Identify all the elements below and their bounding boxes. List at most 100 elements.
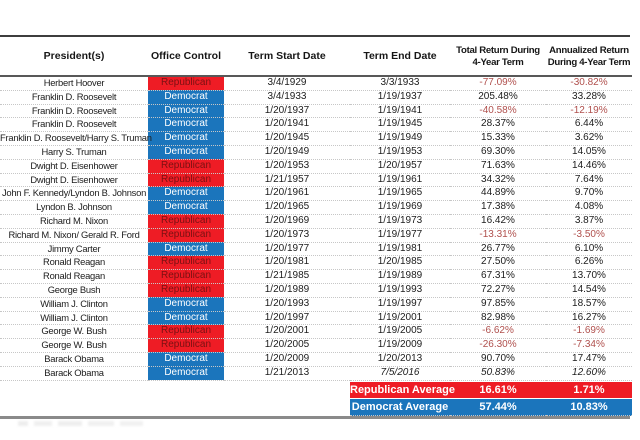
table-row: Dwight D. Eisenhower Republican 1/20/1953 1… [0,159,632,174]
party-cell: Republican [148,159,224,174]
total-return-cell: 97.85% [450,297,546,312]
party-cell: Democrat [148,131,224,146]
table-body: Herbert Hoover Republican 3/4/1929 3/3/1933… [0,76,632,381]
end-date-cell: 1/20/2013 [350,352,450,367]
party-cell: Republican [148,338,224,353]
table-row: Richard M. Nixon/ Gerald R. Ford Republic… [0,228,632,243]
party-average-summary: Republican Average 16.61% 1.71% Democrat… [350,382,632,416]
party-cell: Republican [148,255,224,271]
total-return-cell: -6.62% [450,324,546,340]
start-date-cell: 1/20/1977 [224,242,350,257]
president-cell: Dwight D. Eisenhower [0,173,148,188]
table-row: Harry S. Truman Democrat 1/20/1949 1/19/195… [0,145,632,160]
table-row: George Bush Republican 1/20/1989 1/19/1993 7… [0,283,632,298]
end-date-cell: 1/19/2009 [350,338,450,353]
democrat-average-label: Democrat Average [350,398,450,416]
total-return-cell: 27.50% [450,255,546,271]
table-row: Franklin D. Roosevelt/Harry S. Truman Dem… [0,131,632,146]
party-cell: Republican [148,214,224,229]
total-return-cell: -13.31% [450,228,546,243]
start-date-cell: 1/20/2001 [224,324,350,340]
party-cell: Democrat [148,297,224,312]
faint-artifact [18,421,143,426]
end-date-cell: 1/19/1965 [350,186,450,202]
annualized-return-cell: 6.10% [546,242,632,257]
start-date-cell: 1/20/2009 [224,352,350,367]
table-row: Franklin D. Roosevelt Democrat 3/4/1933 1/1… [0,90,632,105]
party-cell: Democrat [148,90,224,105]
president-cell: George W. Bush [0,324,148,340]
annualized-return-cell: 13.70% [546,269,632,284]
end-date-cell: 1/19/1969 [350,200,450,215]
col-header-annualized-return-line1: Annualized Return [549,44,629,56]
party-cell: Democrat [148,117,224,133]
start-date-cell: 1/21/1985 [224,269,350,284]
start-date-cell: 3/4/1933 [224,90,350,105]
total-return-cell: 34.32% [450,173,546,188]
annualized-return-cell: 12.60% [546,366,632,381]
total-return-cell: 71.63% [450,159,546,174]
table-row: Franklin D. Roosevelt Democrat 1/20/1941 1/… [0,117,632,133]
table-row: Barack Obama Democrat 1/21/2013 7/5/2016 50.… [0,366,632,381]
table-row: Lyndon B. Johnson Democrat 1/20/1965 1/19/1… [0,200,632,215]
total-return-cell: 26.77% [450,242,546,257]
presidential-returns-table: President(s) Office Control Term Start D… [0,38,632,381]
total-return-cell: 16.42% [450,214,546,229]
party-cell: Democrat [148,200,224,215]
total-return-cell: 205.48% [450,90,546,105]
president-cell: Franklin D. Roosevelt [0,104,148,119]
start-date-cell: 1/20/1989 [224,283,350,298]
total-return-cell: 69.30% [450,145,546,160]
annualized-return-cell: -1.69% [546,324,632,340]
party-cell: Republican [148,324,224,340]
total-return-cell: -40.58% [450,104,546,119]
republican-average-annualized-return: 1.71% [546,382,632,399]
col-header-total-return: Total Return During 4-Year Term [450,38,546,77]
annualized-return-cell: 6.26% [546,255,632,271]
total-return-cell: 44.89% [450,186,546,202]
president-cell: Richard M. Nixon [0,214,148,229]
total-return-cell: 50.83% [450,366,546,381]
table-row: George W. Bush Republican 1/20/2001 1/19/20… [0,324,632,340]
total-return-cell: 72.27% [450,283,546,298]
end-date-cell: 7/5/2016 [350,366,450,381]
republican-average-label: Republican Average [350,382,455,399]
start-date-cell: 1/20/1945 [224,131,350,146]
president-cell: Barack Obama [0,366,148,381]
end-date-cell: 1/19/2005 [350,324,450,340]
party-cell: Republican [148,228,224,243]
total-return-cell: 90.70% [450,352,546,367]
president-cell: John F. Kennedy/Lyndon B. Johnson [0,186,148,202]
end-date-cell: 1/19/1941 [350,104,450,119]
table-row: Franklin D. Roosevelt Democrat 1/20/1937 1/… [0,104,632,119]
president-cell: Barack Obama [0,352,148,367]
start-date-cell: 1/20/1997 [224,311,350,326]
header-row: President(s) Office Control Term Start D… [0,38,632,77]
col-header-presidents: President(s) [0,38,148,77]
republican-average-total-return: 16.61% [450,382,546,399]
party-cell: Democrat [148,352,224,367]
party-cell: Republican [148,76,224,91]
start-date-cell: 1/21/2013 [224,366,350,381]
start-date-cell: 1/20/1981 [224,255,350,271]
end-date-cell: 1/20/1957 [350,159,450,174]
total-return-cell: 82.98% [450,311,546,326]
annualized-return-cell: -3.50% [546,228,632,243]
annualized-return-cell: -12.19% [546,104,632,119]
president-cell: Jimmy Carter [0,242,148,257]
president-cell: Franklin D. Roosevelt/Harry S. Truman [0,131,152,146]
col-header-total-return-line2: 4-Year Term [472,56,524,68]
annualized-return-cell: 16.27% [546,311,632,326]
president-cell: Franklin D. Roosevelt [0,90,148,105]
start-date-cell: 1/20/1965 [224,200,350,215]
end-date-cell: 1/19/1937 [350,90,450,105]
president-cell: Ronald Reagan [0,255,148,271]
president-cell: George Bush [0,283,148,298]
president-cell: William J. Clinton [0,297,148,312]
table-row: Dwight D. Eisenhower Republican 1/21/1957 1… [0,173,632,188]
president-cell: George W. Bush [0,338,148,353]
republican-average-row: Republican Average 16.61% 1.71% [350,382,632,399]
president-cell: Dwight D. Eisenhower [0,159,148,174]
start-date-cell: 1/20/1993 [224,297,350,312]
col-header-office-control: Office Control [148,38,224,77]
